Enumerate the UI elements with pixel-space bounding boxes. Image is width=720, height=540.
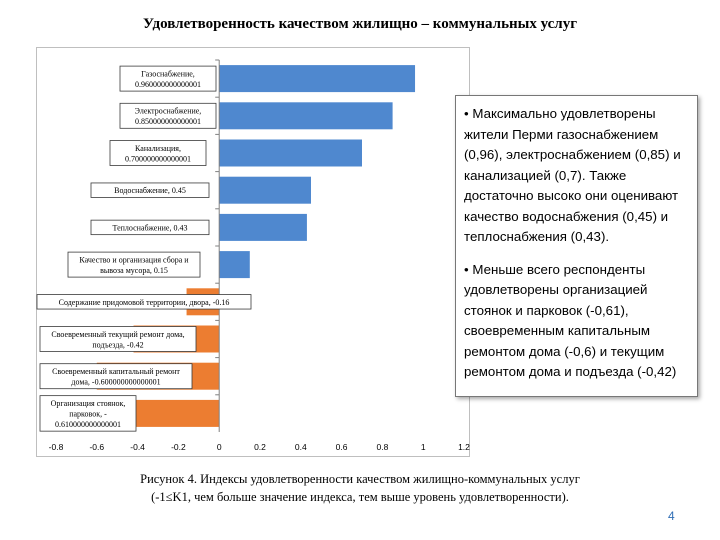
bar-6 [219,251,250,279]
data-label: 0.850000000000001 [135,117,201,126]
callout-paragraph-most-satisfied: • Максимально удовлетворены жители Перми… [464,106,681,244]
x-tick-label: 0.2 [254,442,266,452]
x-tick-label: 1 [421,442,426,452]
data-label-box [36,294,252,310]
figure-caption: Рисунок 4. Индексы удовлетворенности кач… [0,470,720,506]
data-label: дома, -0.600000000000001 [71,377,160,386]
data-label: вывоза мусора, 0.15 [100,266,168,275]
x-tick-label: 0.6 [336,442,348,452]
data-label: 0.700000000000001 [125,154,191,163]
x-tick-label: -0.2 [171,442,186,452]
data-label: парковок, - [69,409,107,418]
data-label-box [119,65,217,92]
page-title: Удовлетворенность качеством жилищно – ко… [142,16,578,32]
data-label-box [119,102,217,129]
data-label: Канализация, [135,144,181,153]
data-label: Качество и организация сбора и [79,255,189,264]
data-label: Своевременный текущий ремонт дома, [51,330,184,339]
data-label: Содержание придомовой территории, двора,… [59,298,230,307]
bar-3 [219,139,362,167]
bar-4 [219,176,311,204]
x-tick-label: 0 [217,442,222,452]
data-label: подъезда, -0.42 [92,340,143,349]
caption-line-2: (-1≤K1, чем больше значение индекса, тем… [151,490,569,504]
bar-1 [219,65,416,93]
x-tick-label: 0.4 [295,442,307,452]
data-label-box [39,326,197,352]
caption-line-1: Рисунок 4. Индексы удовлетворенности кач… [140,472,580,486]
x-tick-label: 0.8 [376,442,388,452]
x-tick-label: -0.6 [89,442,104,452]
data-label: Водоснабжение, 0.45 [114,186,186,195]
x-tick-label: -0.4 [130,442,145,452]
data-label-box [109,140,207,166]
page-number: 4 [668,509,675,523]
data-label: Газоснабжение, [141,69,195,78]
data-label: Электроснабжение, [135,107,202,116]
x-tick-label: -0.8 [49,442,64,452]
summary-callout: • Максимально удовлетворены жители Перми… [455,95,698,397]
data-label: Своевременный капитальный ремонт [52,367,180,376]
data-label-box [39,363,193,390]
data-label-box [67,251,201,278]
x-tick-label: 1.2 [458,442,470,452]
data-label-box [90,182,210,198]
bar-5 [219,213,307,241]
data-label: Теплоснабжение, 0.43 [113,223,188,232]
data-label: Организация стоянок, [51,399,126,408]
data-label: 0.960000000000001 [135,80,201,89]
callout-paragraph-least-satisfied: • Меньше всего респонденты удовлетворены… [464,261,677,380]
bar-2 [219,102,393,130]
data-label: 0.610000000000001 [55,420,121,429]
data-label-box [39,395,137,432]
data-label-box [90,219,210,236]
